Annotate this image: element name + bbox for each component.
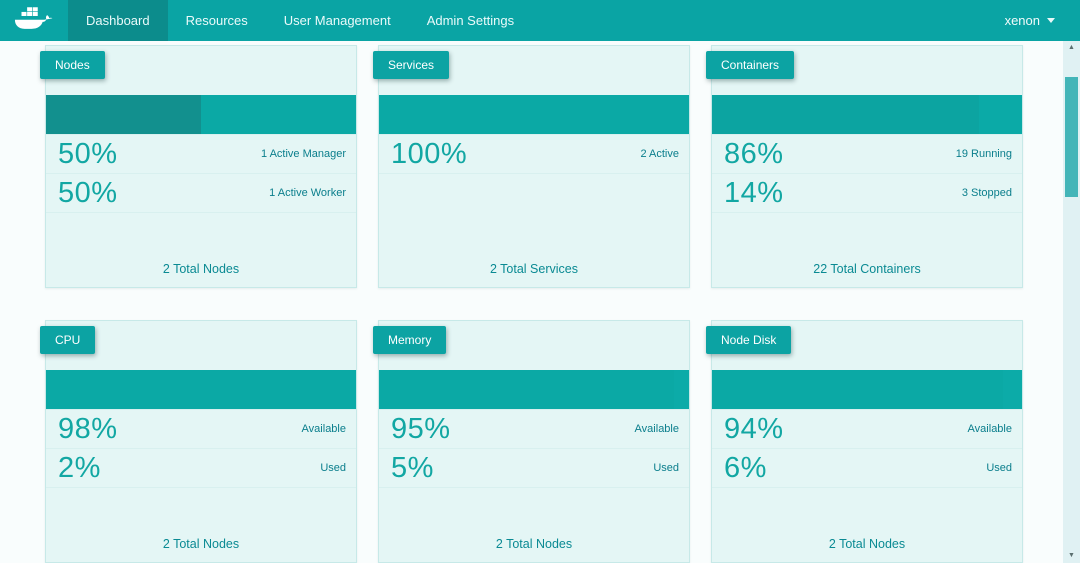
card-footer-total: 2 Total Nodes — [495, 537, 573, 551]
services-stacked-bar — [379, 95, 689, 134]
nav-item-label: Dashboard — [86, 13, 150, 28]
bar-segment — [46, 95, 201, 134]
nav-item-label: Resources — [185, 13, 248, 28]
stat-label: Available — [301, 423, 346, 435]
card-title-badge[interactable]: CPU — [40, 326, 96, 354]
stat-label: Available — [634, 423, 679, 435]
stat-row: 6% Used — [712, 449, 1022, 488]
card-node-disk: Node Disk 94% Available 6% Used 2 Total … — [706, 320, 1023, 563]
card-title-badge[interactable]: Services — [373, 51, 450, 79]
stat-row: 2% Used — [46, 449, 356, 488]
stat-percent: 14% — [724, 176, 784, 209]
card-nodes: Nodes 50% 1 Active Manager 50% 1 Active … — [40, 45, 357, 288]
stat-label: Used — [653, 462, 679, 474]
nav-item-label: Admin Settings — [426, 13, 515, 28]
stat-label: Available — [967, 423, 1012, 435]
stat-label: 3 Stopped — [961, 187, 1012, 199]
nav-item-dashboard[interactable]: Dashboard — [68, 0, 168, 41]
cpu-stacked-bar — [46, 370, 356, 409]
stat-row: 94% Available — [712, 410, 1022, 449]
stat-row: 98% Available — [46, 410, 356, 449]
card-footer-total: 2 Total Nodes — [162, 262, 240, 276]
bar-segment — [349, 370, 356, 409]
stat-percent: 6% — [724, 451, 767, 484]
nodes-stacked-bar — [46, 95, 356, 134]
stat-rows: 50% 1 Active Manager 50% 1 Active Worker — [46, 134, 356, 213]
card-title-badge[interactable]: Node Disk — [706, 326, 792, 354]
card-footer-total: 2 Total Nodes — [828, 537, 906, 551]
stat-rows: 94% Available 6% Used — [712, 409, 1022, 488]
stat-row: 100% 2 Active — [379, 135, 689, 174]
stat-percent: 100% — [391, 137, 468, 170]
bar-segment — [379, 95, 689, 134]
user-menu[interactable]: xenon — [1005, 0, 1080, 41]
card-footer-total: 2 Total Services — [489, 262, 578, 276]
card-grid: Nodes 50% 1 Active Manager 50% 1 Active … — [40, 45, 1063, 563]
bar-segment — [712, 370, 1004, 409]
stat-percent: 95% — [391, 412, 451, 445]
stat-row: 14% 3 Stopped — [712, 174, 1022, 213]
docker-whale-icon — [14, 5, 54, 37]
bar-segment — [201, 95, 356, 134]
card-containers: Containers 86% 19 Running 14% 3 Stopped … — [706, 45, 1023, 288]
stat-label: 2 Active — [640, 148, 679, 160]
card-title-badge[interactable]: Nodes — [40, 51, 105, 79]
nav-item-user-management[interactable]: User Management — [266, 0, 409, 41]
memory-stacked-bar — [379, 370, 689, 409]
card-cpu: CPU 98% Available 2% Used 2 Total Nodes — [40, 320, 357, 563]
scroll-up-icon[interactable]: ▲ — [1068, 44, 1075, 51]
stat-rows: 86% 19 Running 14% 3 Stopped — [712, 134, 1022, 213]
dashboard-content: Nodes 50% 1 Active Manager 50% 1 Active … — [0, 41, 1063, 563]
docker-logo[interactable] — [0, 0, 68, 41]
stat-rows: 95% Available 5% Used — [379, 409, 689, 488]
scroll-down-icon[interactable]: ▼ — [1068, 552, 1075, 559]
stat-row: 5% Used — [379, 449, 689, 488]
vertical-scrollbar[interactable]: ▲ ▼ — [1063, 41, 1080, 563]
stat-label: 1 Active Worker — [269, 187, 346, 199]
node-disk-stacked-bar — [712, 370, 1022, 409]
card-title-badge[interactable]: Containers — [706, 51, 795, 79]
stat-percent: 50% — [58, 176, 118, 209]
stat-percent: 5% — [391, 451, 434, 484]
card-title-badge[interactable]: Memory — [373, 326, 447, 354]
stat-rows: 100% 2 Active — [379, 134, 689, 174]
main-nav: Dashboard Resources User Management Admi… — [68, 0, 532, 41]
stat-rows: 98% Available 2% Used — [46, 409, 356, 488]
bar-segment — [46, 370, 350, 409]
stat-percent: 98% — [58, 412, 118, 445]
bar-segment — [1003, 370, 1022, 409]
stat-row: 95% Available — [379, 410, 689, 449]
card-memory: Memory 95% Available 5% Used 2 Total Nod… — [373, 320, 690, 563]
containers-stacked-bar — [712, 95, 1022, 134]
bar-segment — [673, 370, 689, 409]
stat-percent: 2% — [58, 451, 101, 484]
stat-row: 50% 1 Active Worker — [46, 174, 356, 213]
stat-row: 86% 19 Running — [712, 135, 1022, 174]
stat-row: 50% 1 Active Manager — [46, 135, 356, 174]
bar-segment — [978, 95, 1022, 134]
chevron-down-icon — [1047, 18, 1055, 23]
card-services: Services 100% 2 Active 2 Total Services — [373, 45, 690, 288]
stat-label: 19 Running — [955, 148, 1012, 160]
nav-item-resources[interactable]: Resources — [168, 0, 266, 41]
navbar: Dashboard Resources User Management Admi… — [0, 0, 1080, 41]
bar-segment — [712, 95, 979, 134]
bar-segment — [379, 370, 674, 409]
nav-item-admin-settings[interactable]: Admin Settings — [409, 0, 532, 41]
card-footer-total: 2 Total Nodes — [162, 537, 240, 551]
stat-percent: 50% — [58, 137, 118, 170]
stat-label: 1 Active Manager — [261, 148, 346, 160]
scrollbar-thumb[interactable] — [1065, 77, 1078, 197]
stat-label: Used — [986, 462, 1012, 474]
nav-item-label: User Management — [283, 13, 391, 28]
username: xenon — [1004, 13, 1040, 28]
stat-percent: 86% — [724, 137, 784, 170]
stat-label: Used — [320, 462, 346, 474]
card-footer-total: 22 Total Containers — [813, 262, 921, 276]
stat-percent: 94% — [724, 412, 784, 445]
